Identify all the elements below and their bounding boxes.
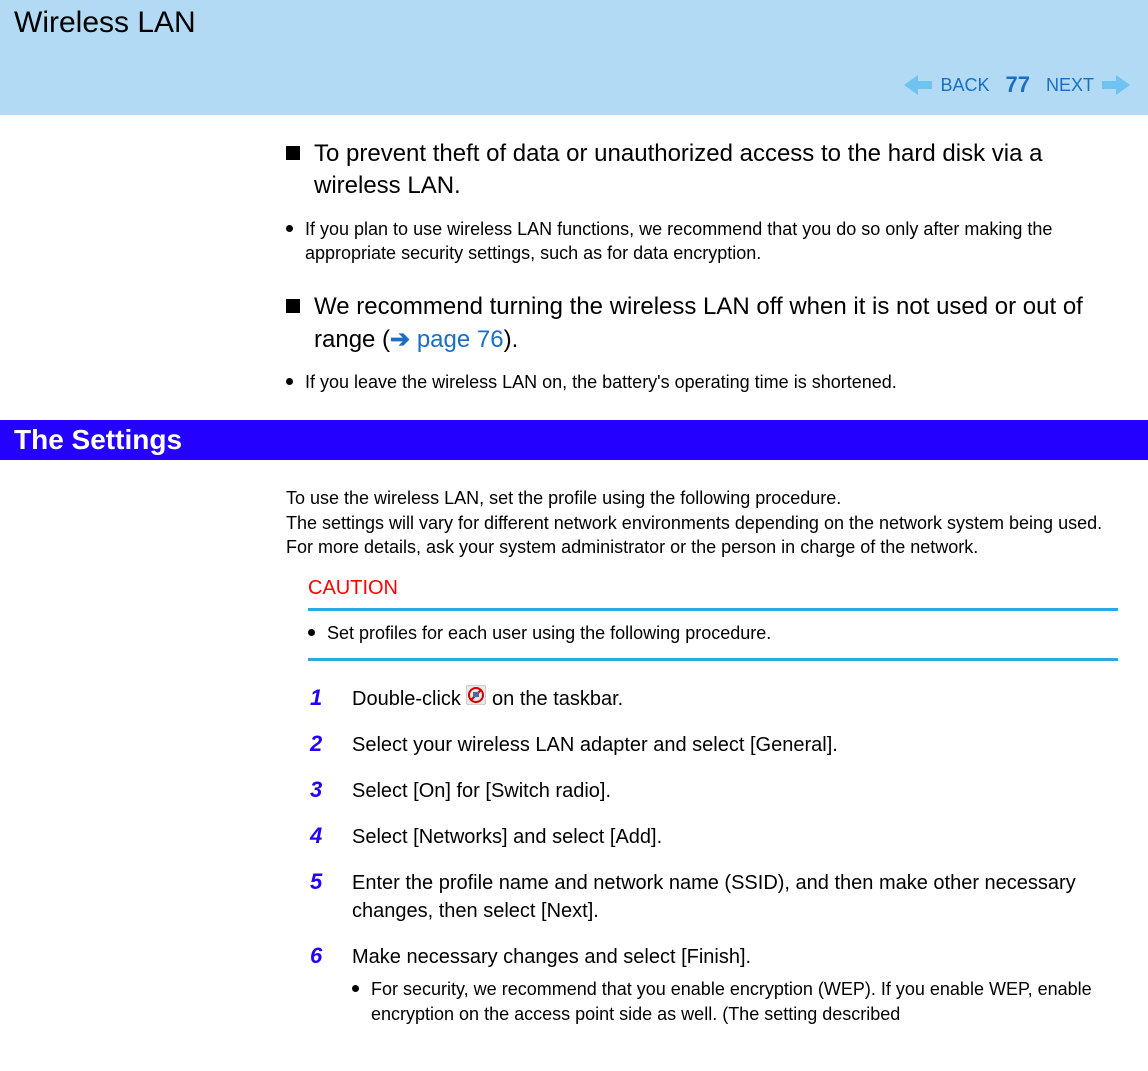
step-6-sub-text: For security, we recommend that you enab… — [371, 977, 1118, 1026]
caution-text: Set profiles for each user using the fol… — [327, 621, 771, 645]
header-nav-bar: BACK 77 NEXT — [0, 55, 1148, 115]
step-6-body: Make necessary changes and select [Finis… — [352, 943, 1118, 1026]
sub-bullet-1-1: If you plan to use wireless LAN function… — [286, 217, 1118, 266]
step-6: 6 Make necessary changes and select [Fin… — [310, 943, 1118, 1026]
caution-rule-top — [308, 608, 1118, 611]
step-1: 1 Double-click on the taskbar. — [310, 685, 1118, 714]
square-bullet-icon — [286, 146, 300, 160]
step-4: 4 Select [Networks] and select [Add]. — [310, 823, 1118, 851]
intro-paragraph: To use the wireless LAN, set the profile… — [286, 486, 1118, 559]
page-title: Wireless LAN — [14, 6, 1134, 40]
heading-2-text: We recommend turning the wireless LAN of… — [314, 291, 1118, 356]
step-5-text: Enter the profile name and network name … — [352, 869, 1118, 925]
back-button[interactable]: BACK — [940, 75, 989, 96]
square-bullet-icon — [286, 299, 300, 313]
dot-bullet-icon — [286, 225, 293, 232]
dot-bullet-icon — [286, 378, 293, 385]
sub-bullet-1-1-text: If you plan to use wireless LAN function… — [305, 217, 1118, 266]
heading-2-post: ). — [504, 326, 519, 353]
caution-block: CAUTION Set profiles for each user using… — [308, 577, 1118, 660]
dot-bullet-icon — [352, 985, 359, 992]
step-3-text: Select [On] for [Switch radio]. — [352, 777, 611, 805]
step-1-text: Double-click on the taskbar. — [352, 685, 623, 714]
step-4-text: Select [Networks] and select [Add]. — [352, 823, 662, 851]
page-link[interactable]: page 76 — [417, 326, 504, 353]
sub-bullet-group-2: If you leave the wireless LAN on, the ba… — [286, 370, 1118, 394]
step-number: 2 — [310, 731, 326, 757]
steps-list: 1 Double-click on the taskbar. 2 Select … — [310, 685, 1118, 1026]
sub-bullet-group-1: If you plan to use wireless LAN function… — [286, 217, 1118, 266]
step-2: 2 Select your wireless LAN adapter and s… — [310, 731, 1118, 759]
caution-rule-bottom — [308, 658, 1118, 661]
step-5: 5 Enter the profile name and network nam… — [310, 869, 1118, 925]
content-area: To prevent theft of data or unauthorized… — [0, 118, 1148, 1026]
step-1-post: on the taskbar. — [486, 688, 623, 710]
back-arrow-icon[interactable] — [904, 75, 932, 95]
caution-label: CAUTION — [308, 577, 1118, 600]
step-number: 6 — [310, 943, 326, 969]
step-number: 3 — [310, 777, 326, 803]
header-top-bar: Wireless LAN — [0, 0, 1148, 55]
step-number: 1 — [310, 685, 326, 711]
heading-block-2: We recommend turning the wireless LAN of… — [286, 291, 1118, 356]
step-number: 4 — [310, 823, 326, 849]
sub-bullet-2-1-text: If you leave the wireless LAN on, the ba… — [305, 370, 897, 394]
step-1-pre: Double-click — [352, 688, 466, 710]
network-disabled-icon — [466, 685, 486, 713]
step-2-text: Select your wireless LAN adapter and sel… — [352, 731, 838, 759]
heading-1-text: To prevent theft of data or unauthorized… — [314, 138, 1118, 203]
step-number: 5 — [310, 869, 326, 895]
step-6-sub-bullet: For security, we recommend that you enab… — [352, 977, 1118, 1026]
step-3: 3 Select [On] for [Switch radio]. — [310, 777, 1118, 805]
caution-bullet: Set profiles for each user using the fol… — [308, 621, 1118, 645]
page-header: Wireless LAN BACK 77 NEXT — [0, 0, 1148, 118]
step-6-text: Make necessary changes and select [Finis… — [352, 943, 1118, 971]
dot-bullet-icon — [308, 629, 315, 636]
heading-block-1: To prevent theft of data or unauthorized… — [286, 138, 1118, 203]
next-button[interactable]: NEXT — [1046, 75, 1094, 96]
sub-bullet-2-1: If you leave the wireless LAN on, the ba… — [286, 370, 1118, 394]
page-number: 77 — [1006, 72, 1030, 98]
link-arrow-icon: ➔ — [390, 326, 417, 353]
next-arrow-icon[interactable] — [1102, 75, 1130, 95]
section-heading-bar: The Settings — [0, 420, 1148, 460]
